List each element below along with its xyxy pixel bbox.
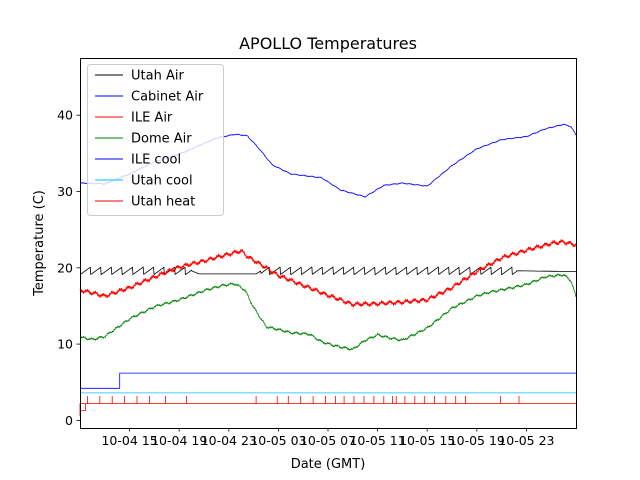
series-line-ile-air <box>79 239 577 308</box>
x-tick-label: 10-04 19 <box>151 433 207 448</box>
x-tick-label: 10-05 03 <box>250 433 306 448</box>
series-line-utah-air <box>79 266 576 276</box>
x-tick-label: 10-05 11 <box>349 433 405 448</box>
x-tick-label: 10-04 15 <box>101 433 157 448</box>
legend-box <box>87 64 224 216</box>
legend-item-utah-cool: Utah cool <box>95 174 193 189</box>
x-tick-label: 10-05 19 <box>449 433 505 448</box>
legend-label: ILE cool <box>131 153 181 168</box>
chart-title: APOLLO Temperatures <box>239 34 417 53</box>
legend-label: Dome Air <box>131 132 192 147</box>
legend-item-cabinet-air: Cabinet Air <box>95 90 204 105</box>
legend-item-ile-cool: ILE cool <box>95 153 181 168</box>
x-axis-label: Date (GMT) <box>291 457 366 472</box>
legend-label: ILE Air <box>131 111 173 126</box>
y-tick-label: 40 <box>57 108 73 123</box>
legend-item-utah-heat: Utah heat <box>95 195 195 210</box>
y-tick-label: 10 <box>57 337 73 352</box>
x-tick-label: 10-05 23 <box>498 433 554 448</box>
series-line-dome-air <box>79 273 577 351</box>
y-tick-label: 30 <box>57 184 73 199</box>
y-axis-label: Temperature (C) <box>32 190 47 297</box>
legend-item-dome-air: Dome Air <box>95 132 192 147</box>
series-line-ile-cool <box>80 372 576 389</box>
x-tick-label: 10-04 23 <box>201 433 257 448</box>
legend-item-utah-air: Utah Air <box>95 69 184 84</box>
x-tick-label: 10-05 15 <box>399 433 455 448</box>
y-tick-label: 20 <box>57 260 73 275</box>
legend-label: Utah heat <box>131 195 195 210</box>
legend-label: Utah Air <box>131 69 184 84</box>
legend-label: Cabinet Air <box>131 90 204 105</box>
plot-frame <box>80 58 577 429</box>
legend-item-ile-air: ILE Air <box>95 111 173 126</box>
x-tick-label: 10-05 07 <box>300 433 356 448</box>
legend-label: Utah cool <box>131 174 193 189</box>
legend: Utah Air Cabinet Air ILE Air Dome Air ILE co… <box>87 64 224 216</box>
y-tick-label: 0 <box>65 413 73 428</box>
